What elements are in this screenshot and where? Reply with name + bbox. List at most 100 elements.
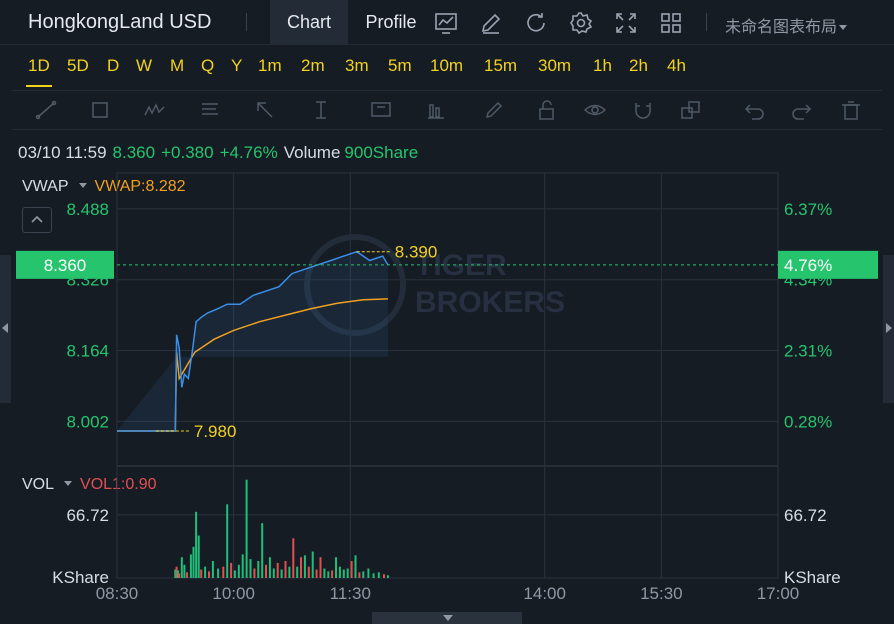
rectangle-icon[interactable] bbox=[88, 99, 114, 121]
refresh-icon[interactable] bbox=[524, 11, 548, 35]
time-tick-label: 10:00 bbox=[212, 584, 255, 603]
low-annotation: 7.980 bbox=[194, 422, 237, 441]
indicator-icon[interactable] bbox=[434, 11, 458, 35]
quote-datetime: 03/10 11:59 bbox=[18, 143, 107, 162]
volume-bar bbox=[176, 570, 179, 578]
collapse-button[interactable] bbox=[22, 207, 52, 233]
symbol-title[interactable]: HongkongLand USD bbox=[28, 11, 212, 33]
volume-bar bbox=[319, 557, 322, 578]
eye-icon[interactable] bbox=[582, 99, 608, 121]
layout-grid-icon[interactable] bbox=[659, 11, 683, 35]
chevron-right-icon bbox=[886, 323, 892, 333]
price-tick-label: 8.488 bbox=[66, 200, 109, 219]
volume-bar bbox=[226, 504, 229, 578]
trash-icon[interactable] bbox=[838, 99, 864, 121]
interval-4h[interactable]: 4h bbox=[667, 56, 686, 75]
trend-line-icon[interactable] bbox=[34, 99, 60, 121]
volume-bar bbox=[342, 569, 345, 578]
divider bbox=[706, 13, 707, 31]
volume-bar bbox=[245, 479, 248, 578]
layout-name-dropdown[interactable]: 未命名图表布局 bbox=[725, 13, 848, 37]
text-icon[interactable] bbox=[368, 99, 394, 121]
volume-bar bbox=[300, 557, 302, 578]
interval-m[interactable]: M bbox=[170, 56, 185, 75]
fib-icon[interactable] bbox=[198, 99, 224, 121]
right-scroll-handle[interactable] bbox=[883, 255, 894, 403]
interval-1h[interactable]: 1h bbox=[593, 56, 612, 75]
volume-bar bbox=[386, 575, 389, 578]
last-pct-label: 4.76% bbox=[784, 256, 832, 275]
volume-bar bbox=[265, 564, 267, 578]
quote-info: 03/10 11:59 8.360 +0.380 +4.76% Volume 900Sha… bbox=[18, 143, 424, 163]
interval-w[interactable]: W bbox=[136, 56, 153, 75]
draw-icon[interactable] bbox=[479, 11, 503, 35]
volume-bar bbox=[303, 555, 306, 578]
interval-2m[interactable]: 2m bbox=[301, 56, 325, 75]
chevron-down-icon[interactable] bbox=[64, 481, 73, 487]
price-line bbox=[117, 250, 389, 432]
left-scroll-handle[interactable] bbox=[0, 255, 11, 403]
chevron-up-icon bbox=[31, 215, 43, 223]
watermark-logo bbox=[304, 234, 406, 336]
volume-bar bbox=[253, 568, 256, 578]
tab-profile[interactable]: Profile bbox=[365, 12, 417, 32]
settings-icon[interactable] bbox=[569, 11, 593, 35]
quote-change: +0.380 bbox=[161, 143, 214, 162]
volume-bar bbox=[284, 561, 287, 578]
drawing-toolbar bbox=[12, 90, 882, 130]
vwap-name: VWAP bbox=[22, 178, 69, 195]
volume-bar bbox=[323, 568, 326, 578]
bars-icon[interactable] bbox=[424, 99, 450, 121]
volume-bar bbox=[288, 566, 291, 578]
interval-1m[interactable]: 1m bbox=[258, 56, 282, 75]
volume-bar bbox=[183, 564, 186, 578]
interval-y[interactable]: Y bbox=[231, 56, 243, 75]
volume-bar bbox=[233, 570, 236, 578]
interval-3m[interactable]: 3m bbox=[345, 56, 369, 75]
vol-indicator[interactable]: VOL VOL1:0.90 bbox=[22, 476, 157, 494]
percent-tick-label: 6.37% bbox=[784, 200, 832, 219]
volume-bar bbox=[307, 566, 310, 578]
interval-2h[interactable]: 2h bbox=[629, 56, 648, 75]
redo-icon[interactable] bbox=[788, 99, 814, 121]
interval-15m[interactable]: 15m bbox=[484, 56, 518, 75]
volume-bar bbox=[377, 572, 380, 578]
undo-icon[interactable] bbox=[742, 99, 768, 121]
magnet-icon[interactable] bbox=[630, 99, 656, 121]
interval-1d[interactable]: 1D bbox=[28, 56, 50, 75]
tab-chart[interactable]: Chart bbox=[270, 0, 348, 45]
clone-icon[interactable] bbox=[678, 99, 704, 121]
interval-5m[interactable]: 5m bbox=[388, 56, 412, 75]
pencil-icon[interactable] bbox=[482, 99, 508, 121]
volume-tick-label: 66.72 bbox=[784, 506, 827, 525]
arrow-icon[interactable] bbox=[252, 99, 278, 121]
interval-d[interactable]: D bbox=[107, 56, 120, 75]
lock-icon[interactable] bbox=[534, 99, 560, 121]
quote-price: 8.360 bbox=[112, 143, 156, 162]
volume-bar bbox=[197, 535, 200, 578]
volume-bar bbox=[383, 574, 385, 578]
volume-bar bbox=[241, 554, 244, 578]
time-tick-label: 14:00 bbox=[523, 584, 566, 603]
volume-bar bbox=[261, 523, 264, 578]
time-tick-label: 17:00 bbox=[757, 584, 800, 603]
bottom-scroll-handle[interactable] bbox=[372, 612, 522, 624]
measure-icon[interactable] bbox=[308, 99, 334, 121]
last-price-label: 8.360 bbox=[44, 256, 87, 275]
interval-5d[interactable]: 5D bbox=[67, 56, 89, 75]
interval-10m[interactable]: 10m bbox=[430, 56, 464, 75]
volume-bar bbox=[315, 569, 318, 578]
volume-bar bbox=[354, 555, 357, 578]
wave-icon[interactable] bbox=[142, 99, 168, 121]
chevron-down-icon[interactable] bbox=[78, 183, 87, 189]
volume-bar bbox=[372, 573, 375, 578]
volume-bar bbox=[276, 562, 279, 578]
interval-30m[interactable]: 30m bbox=[538, 56, 572, 75]
vol-name: VOL bbox=[22, 476, 55, 493]
volume-bar bbox=[358, 572, 361, 578]
active-interval-indicator bbox=[26, 85, 52, 87]
fullscreen-icon[interactable] bbox=[614, 11, 638, 35]
volume-bar bbox=[338, 566, 341, 578]
interval-q[interactable]: Q bbox=[201, 56, 215, 75]
